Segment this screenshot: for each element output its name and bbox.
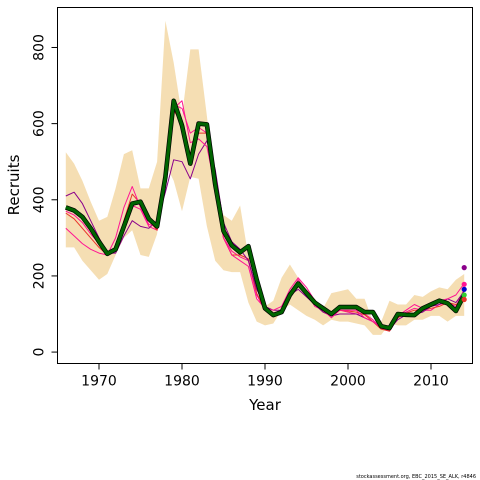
endpoint-marker-2 [461, 286, 467, 292]
x-axis-title: Year [248, 396, 282, 414]
y-tick-label-600: 600 [32, 110, 48, 137]
x-tick-label-1990: 1990 [247, 374, 283, 390]
x-tick-label-1970: 1970 [81, 374, 117, 390]
y-axis-title: Recruits [5, 154, 23, 215]
x-tick-label-1980: 1980 [164, 374, 200, 390]
endpoint-marker-1 [461, 281, 467, 287]
endpoint-marker-4 [461, 296, 467, 303]
y-tick-label-800: 800 [32, 34, 48, 61]
credit-text: stockassessment.org, EBC_2015_SE_ALK, r4… [356, 474, 476, 480]
series-line-0 [65, 99, 466, 330]
y-tick-label-0: 0 [32, 348, 48, 357]
x-tick-label-2000: 2000 [330, 374, 366, 390]
y-tick-label-400: 400 [32, 186, 48, 213]
confidence-band [65, 20, 465, 335]
endpoint-markers [461, 265, 467, 303]
series-lines [65, 98, 467, 332]
y-axis: 0 200 400 600 800 [32, 34, 58, 357]
y-tick-label-200: 200 [32, 263, 48, 290]
endpoint-marker-3 [461, 292, 467, 298]
endpoint-marker-0 [461, 265, 467, 271]
x-tick-label-2010: 2010 [413, 374, 449, 390]
band-area [65, 20, 465, 335]
x-axis: 1970 1980 1990 2000 2010 [81, 363, 449, 390]
